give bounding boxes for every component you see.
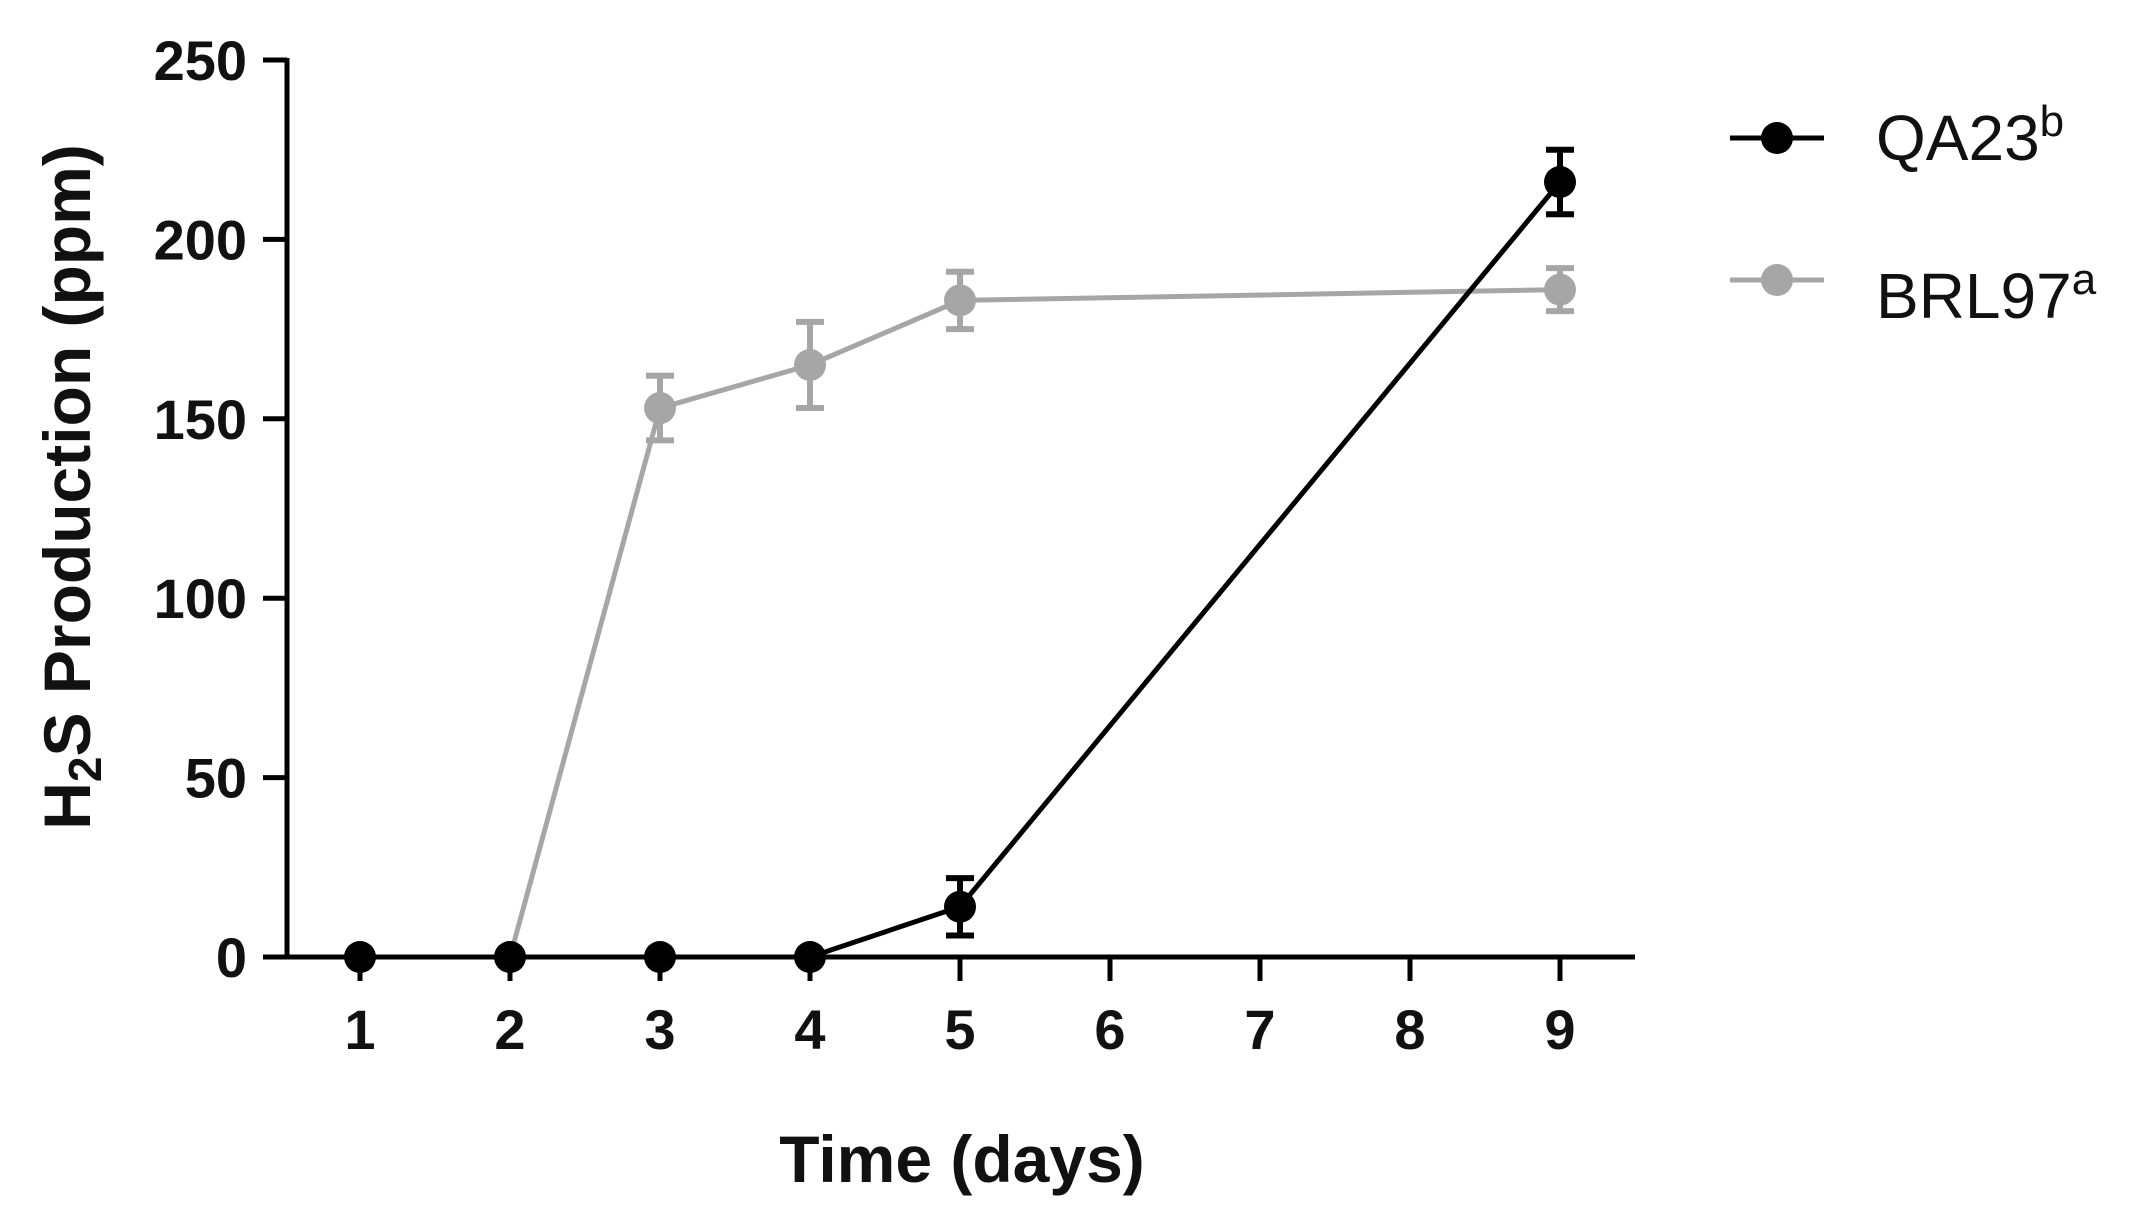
- axes: [284, 58, 1635, 960]
- x-tick-label: 1: [344, 998, 375, 1061]
- y-tick-label: 100: [154, 567, 247, 630]
- legend-item-qa23: QA23b: [1730, 97, 2064, 175]
- legend: QA23b BRL97a: [1730, 97, 2097, 333]
- y-axis-title-pre: H: [30, 782, 104, 830]
- x-ticks: 1 2 3 4 5 6 7 8 9: [344, 957, 1576, 1061]
- data-point-brl97: [944, 284, 976, 317]
- x-tick-label: 9: [1544, 998, 1575, 1061]
- legend-label-qa23: QA23b: [1876, 97, 2064, 175]
- series-brl97: [494, 265, 1576, 973]
- x-tick-label: 6: [1094, 998, 1125, 1061]
- y-axis-title: H2S Production (ppm): [30, 144, 111, 830]
- x-axis-title: Time (days): [779, 1122, 1145, 1196]
- series-layer: [344, 146, 1576, 973]
- legend-name-brl97: BRL97: [1876, 260, 2072, 332]
- y-tick-label: 0: [216, 926, 247, 989]
- legend-marker-qa23: [1761, 122, 1793, 154]
- y-tick-label: 200: [154, 208, 247, 271]
- legend-label-brl97: BRL97a: [1876, 255, 2097, 333]
- y-axis-title-post: S Production (ppm): [30, 144, 104, 756]
- y-axis-title-sub: 2: [59, 757, 111, 783]
- data-point-brl97: [1544, 273, 1576, 306]
- x-tick-label: 3: [644, 998, 675, 1061]
- legend-item-brl97: BRL97a: [1730, 255, 2097, 333]
- y-ticks: 0 50 100 150 200 250: [154, 29, 287, 989]
- x-tick-label: 4: [794, 998, 825, 1061]
- legend-name-qa23: QA23: [1876, 102, 2040, 174]
- data-point-brl97: [644, 392, 676, 425]
- legend-sup-brl97: a: [2072, 255, 2097, 304]
- x-tick-label: 7: [1244, 998, 1275, 1061]
- legend-sup-qa23: b: [2040, 97, 2064, 146]
- x-tick-label: 5: [944, 998, 975, 1061]
- x-tick-label: 8: [1394, 998, 1425, 1061]
- legend-marker-brl97: [1761, 264, 1793, 296]
- y-tick-label: 150: [154, 388, 247, 451]
- y-tick-label: 50: [185, 747, 247, 810]
- series-line-brl97: [507, 287, 1561, 958]
- data-point-qa23: [944, 890, 976, 923]
- x-tick-label: 2: [494, 998, 525, 1061]
- y-tick-label: 250: [154, 29, 247, 92]
- data-point-brl97: [794, 348, 826, 381]
- data-point-qa23: [1544, 165, 1576, 198]
